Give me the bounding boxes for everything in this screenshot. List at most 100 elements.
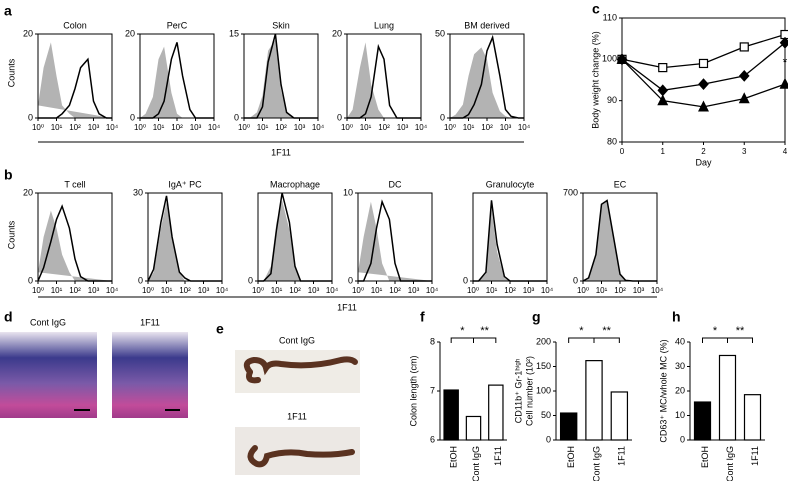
bar xyxy=(559,412,578,441)
x-tick-label: 10⁴ xyxy=(326,286,339,295)
significance-bracket xyxy=(702,337,728,343)
panel-title: T cell xyxy=(64,179,85,189)
histology-image xyxy=(112,332,188,418)
x-tick-label: 10¹ xyxy=(486,286,498,295)
y-tick-label: 50 xyxy=(435,28,445,38)
image-label: 1F11 xyxy=(287,411,307,421)
y-axis-label: Counts xyxy=(6,220,16,249)
y-tick-label: 0 xyxy=(28,112,33,122)
panel-title: Skin xyxy=(272,20,290,30)
x-tick-label: 10⁴ xyxy=(312,123,325,132)
image-label: Cont IgG xyxy=(279,335,315,345)
y-axis-label: CD63⁺ MC/whole MC (%) xyxy=(658,339,668,442)
marker xyxy=(780,29,788,40)
x-tick-label: 10² xyxy=(171,123,183,132)
y-tick-label: 200 xyxy=(536,336,551,346)
y-axis-label: Colon length (cm) xyxy=(408,355,418,426)
bar xyxy=(465,415,482,441)
x-tick-label: 10⁴ xyxy=(541,286,554,295)
marker xyxy=(779,36,788,49)
histogram-fill xyxy=(244,39,318,118)
x-tick-label: 10³ xyxy=(523,286,535,295)
x-tick-label: 10⁰ xyxy=(341,123,353,132)
y-tick-label: 30 xyxy=(675,361,685,371)
y-tick-label: 6 xyxy=(430,434,435,444)
marker xyxy=(698,100,709,112)
panel-title: DC xyxy=(389,179,402,189)
panel-label: b xyxy=(4,167,13,183)
bar xyxy=(718,354,737,441)
panel-label: c xyxy=(592,1,600,17)
colon xyxy=(247,445,355,468)
panel-label: e xyxy=(216,321,224,337)
x-tick-label: 10² xyxy=(504,286,516,295)
x-tick-label: 10⁴ xyxy=(415,123,428,132)
image-label: Cont IgG xyxy=(30,317,66,327)
x-tick-label: 4 xyxy=(783,147,788,156)
marker xyxy=(658,62,668,73)
bar xyxy=(743,394,762,441)
y-tick-label: 20 xyxy=(332,28,342,38)
marker xyxy=(738,92,750,104)
y-tick-label: 0 xyxy=(463,275,468,285)
x-tick-label: 10¹ xyxy=(360,123,372,132)
x-tick-label: 10⁰ xyxy=(577,286,589,295)
y-tick-label: 0 xyxy=(348,275,353,285)
y-tick-label: 700 xyxy=(563,187,578,197)
annotation: ** xyxy=(480,325,489,337)
y-tick-label: 0 xyxy=(337,112,342,122)
histogram-fill xyxy=(38,210,112,281)
x-tick-label: 10² xyxy=(69,123,81,132)
y-tick-label: 0 xyxy=(440,112,445,122)
x-tick-label: 10¹ xyxy=(51,123,63,132)
x-tick-label: 10³ xyxy=(408,286,420,295)
x-tick-label: 10³ xyxy=(88,123,100,132)
x-tick-label: 10⁰ xyxy=(352,286,364,295)
annotation: * xyxy=(460,325,465,337)
x-axis-label: Day xyxy=(695,157,712,167)
bar xyxy=(693,401,712,441)
y-tick-label: 7 xyxy=(430,385,435,395)
y-tick-label: 40 xyxy=(675,336,685,346)
x-tick-label: 3 xyxy=(742,147,747,156)
x-tick-label: 10⁰ xyxy=(467,286,479,295)
x-tick-label: 10⁴ xyxy=(106,286,119,295)
x-axis-label: 1F11 xyxy=(271,147,291,157)
x-tick-label: 10³ xyxy=(308,286,320,295)
x-tick-label: 10³ xyxy=(190,123,202,132)
x-tick-label: 10⁰ xyxy=(238,123,250,132)
y-tick-label: 20 xyxy=(675,385,685,395)
significance-bracket xyxy=(450,337,474,343)
annotation: * xyxy=(713,325,718,337)
marker xyxy=(738,69,750,82)
x-tick-label: 10⁰ xyxy=(32,286,44,295)
marker xyxy=(698,58,709,69)
x-tick-label: 10⁰ xyxy=(32,123,44,132)
x-tick-label: 10¹ xyxy=(596,286,608,295)
y-tick-label: 20 xyxy=(23,28,33,38)
x-tick-label: 10¹ xyxy=(371,286,383,295)
x-tick-label: 10⁴ xyxy=(106,123,119,132)
y-tick-label: 100 xyxy=(602,54,617,64)
x-tick-label: 10² xyxy=(69,286,81,295)
x-tick-label: 10³ xyxy=(294,123,306,132)
histogram-fill xyxy=(148,201,222,281)
marker xyxy=(657,94,669,106)
y-tick-label: 30 xyxy=(133,187,143,197)
y-tick-label: 110 xyxy=(603,12,617,22)
y-axis-label: Counts xyxy=(6,58,16,87)
x-tick-label: 10⁰ xyxy=(444,123,456,132)
x-tick-label: EtOH xyxy=(700,446,710,468)
x-tick-label: 10² xyxy=(289,286,301,295)
panel-label: h xyxy=(672,309,681,325)
histogram-fill xyxy=(258,200,332,281)
bar xyxy=(585,360,603,441)
y-axis-label: CD11b⁺ Gr-1ʰⁱᵍʰ xyxy=(513,358,523,423)
colon-image xyxy=(235,350,360,393)
x-tick-label: 1 xyxy=(661,147,666,156)
y-tick-label: 0 xyxy=(138,275,143,285)
x-axis-label: 1F11 xyxy=(337,302,357,312)
y-tick-label: 15 xyxy=(229,28,239,38)
x-tick-label: 10² xyxy=(481,123,493,132)
